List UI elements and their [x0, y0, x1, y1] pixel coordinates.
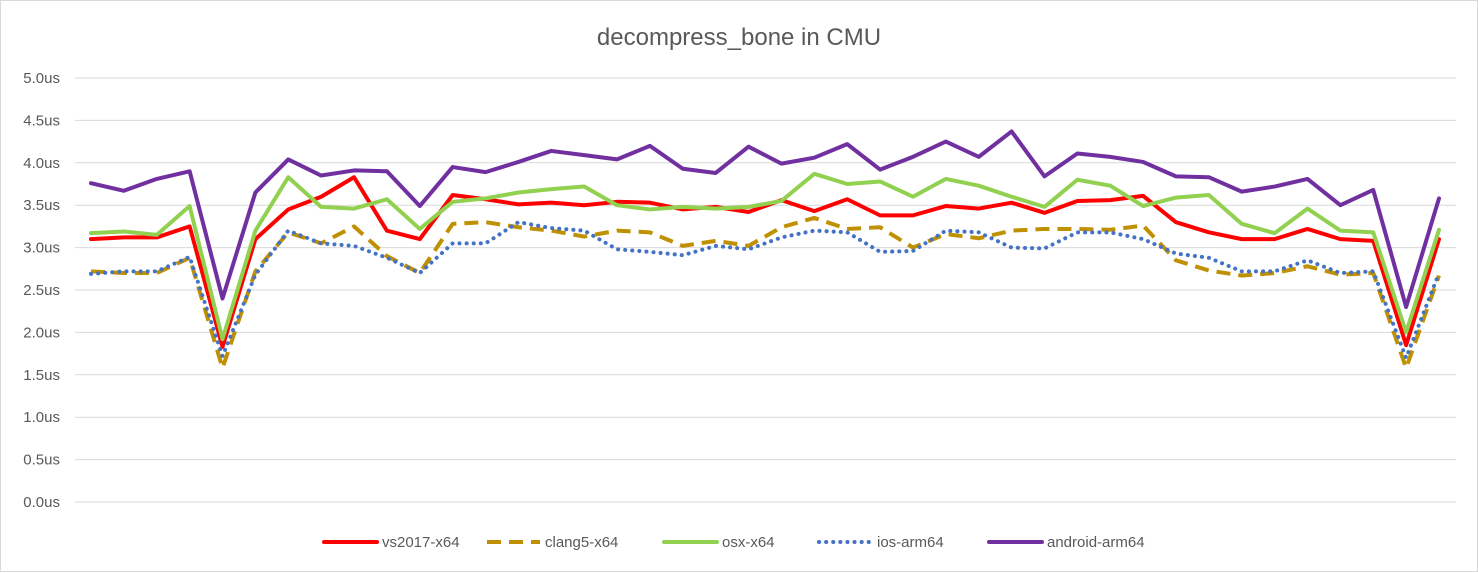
series-line-android-arm64	[89, 129, 1441, 309]
gridlines	[75, 77, 1456, 503]
legend-label-vs2017-x64: vs2017-x64	[382, 534, 460, 551]
series-line-clang5-x64	[90, 215, 1441, 371]
y-tick-label: 1.5us	[23, 367, 60, 384]
y-tick-label: 4.0us	[23, 155, 60, 172]
y-tick-label: 2.0us	[23, 324, 60, 341]
series-line-vs2017-x64	[89, 175, 1441, 349]
y-tick-label: 3.5us	[23, 197, 60, 214]
chart-title: decompress_bone in CMU	[597, 24, 881, 51]
legend: vs2017-x64 clang5-x64 osx-x64 ios-arm64 andr…	[322, 534, 1145, 551]
legend-label-osx-x64: osx-x64	[722, 534, 775, 551]
y-tick-label: 2.5us	[23, 282, 60, 299]
series-line-ios-arm64	[89, 220, 1441, 360]
series-lines	[89, 129, 1441, 371]
legend-label-ios-arm64: ios-arm64	[877, 534, 944, 551]
legend-label-clang5-x64: clang5-x64	[545, 534, 618, 551]
y-tick-label: 5.0us	[23, 70, 60, 87]
y-axis-tick-labels: 0.0us 0.5us 1.0us 1.5us 2.0us 2.5us 3.0us 3.5us…	[23, 70, 60, 511]
y-tick-label: 4.5us	[23, 112, 60, 129]
series-line-osx-x64	[89, 171, 1441, 342]
y-tick-label: 0.5us	[23, 452, 60, 469]
y-tick-label: 0.0us	[23, 494, 60, 511]
y-tick-label: 1.0us	[23, 409, 60, 426]
y-tick-label: 3.0us	[23, 240, 60, 257]
legend-label-android-arm64: android-arm64	[1047, 534, 1145, 551]
